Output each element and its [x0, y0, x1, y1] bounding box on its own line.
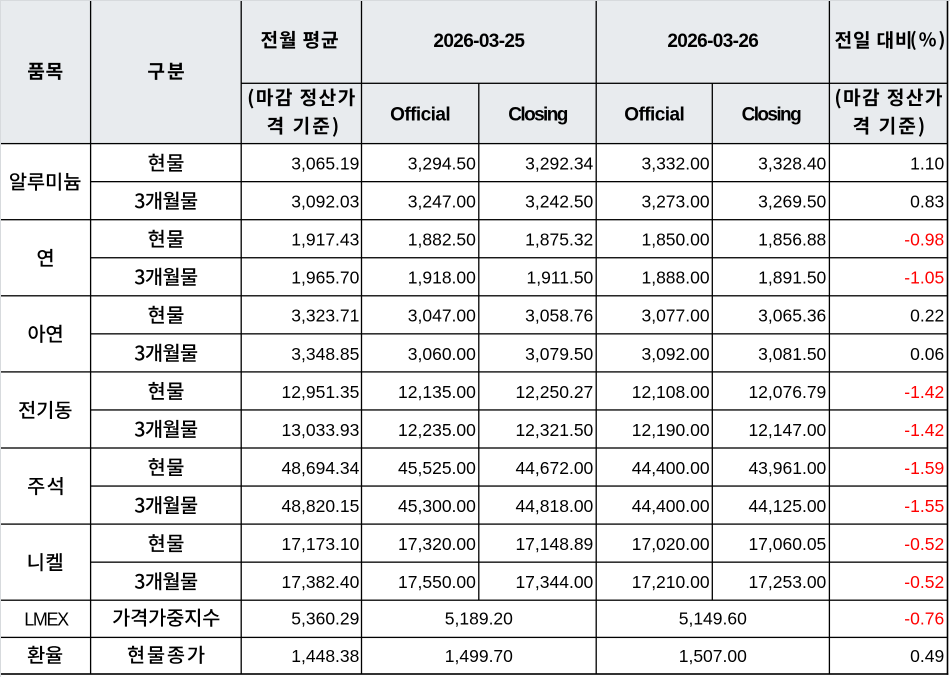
svg-text:12,190.00: 12,190.00 — [632, 420, 710, 440]
svg-text:Official: Official — [390, 104, 450, 125]
svg-text:2026-03-25: 2026-03-25 — [433, 31, 525, 52]
svg-text:44,672.00: 44,672.00 — [515, 458, 593, 478]
svg-text:1,918.00: 1,918.00 — [408, 268, 476, 288]
svg-text:2026-03-26: 2026-03-26 — [667, 31, 758, 52]
svg-text:3,294.50: 3,294.50 — [408, 154, 476, 174]
svg-text:3,269.50: 3,269.50 — [758, 192, 826, 212]
svg-text:12,108.00: 12,108.00 — [632, 382, 710, 402]
svg-text:44,818.00: 44,818.00 — [515, 496, 593, 516]
svg-text:3,065.19: 3,065.19 — [291, 154, 359, 174]
svg-text:12,235.00: 12,235.00 — [398, 420, 476, 440]
svg-text:45,525.00: 45,525.00 — [398, 458, 476, 478]
svg-text:45,300.00: 45,300.00 — [398, 496, 476, 516]
svg-text:12,951.35: 12,951.35 — [282, 382, 360, 402]
svg-text:17,382.40: 17,382.40 — [282, 572, 360, 592]
svg-text:-1.59: -1.59 — [904, 458, 944, 478]
svg-text:LMEX: LMEX — [24, 610, 69, 630]
svg-text:-1.42: -1.42 — [904, 382, 944, 402]
svg-text:1,911.50: 1,911.50 — [526, 268, 593, 288]
svg-text:3,092.03: 3,092.03 — [291, 192, 359, 212]
svg-text:3,060.00: 3,060.00 — [408, 344, 476, 364]
svg-text:3,247.00: 3,247.00 — [408, 192, 476, 212]
svg-text:0.83: 0.83 — [910, 192, 944, 212]
svg-text:3,348.85: 3,348.85 — [291, 344, 359, 364]
svg-text:1,856.88: 1,856.88 — [758, 230, 826, 250]
svg-text:17,148.89: 17,148.89 — [515, 534, 593, 554]
svg-text:17,550.00: 17,550.00 — [398, 572, 476, 592]
svg-text:3,292.34: 3,292.34 — [525, 154, 593, 174]
svg-text:5,360.29: 5,360.29 — [291, 609, 359, 629]
svg-text:1,888.00: 1,888.00 — [641, 268, 709, 288]
svg-text:48,820.15: 48,820.15 — [282, 496, 360, 516]
svg-text:17,173.10: 17,173.10 — [282, 534, 360, 554]
svg-text:3,332.00: 3,332.00 — [641, 154, 709, 174]
svg-text:1,965.70: 1,965.70 — [291, 268, 359, 288]
svg-text:17,320.00: 17,320.00 — [398, 534, 476, 554]
svg-text:12,135.00: 12,135.00 — [398, 382, 476, 402]
svg-text:17,344.00: 17,344.00 — [515, 572, 593, 592]
svg-text:1,507.00: 1,507.00 — [679, 646, 747, 666]
svg-text:-0.52: -0.52 — [904, 572, 944, 592]
svg-text:Closing: Closing — [742, 104, 801, 125]
svg-text:Official: Official — [624, 104, 684, 125]
svg-text:5,149.60: 5,149.60 — [679, 609, 747, 629]
svg-text:17,253.00: 17,253.00 — [748, 572, 826, 592]
svg-text:3,065.36: 3,065.36 — [758, 306, 826, 326]
svg-text:3,242.50: 3,242.50 — [525, 192, 593, 212]
svg-text:0.49: 0.49 — [910, 646, 944, 666]
svg-text:13,033.93: 13,033.93 — [282, 420, 360, 440]
svg-text:3,079.50: 3,079.50 — [525, 344, 593, 364]
svg-text:0.22: 0.22 — [910, 306, 944, 326]
svg-text:1,448.38: 1,448.38 — [291, 646, 359, 666]
svg-text:-1.05: -1.05 — [904, 268, 944, 288]
svg-text:48,694.34: 48,694.34 — [282, 458, 360, 478]
svg-text:Closing: Closing — [508, 104, 567, 125]
svg-text:-1.55: -1.55 — [904, 496, 944, 516]
svg-text:12,250.27: 12,250.27 — [515, 382, 593, 402]
svg-text:44,400.00: 44,400.00 — [632, 496, 710, 516]
svg-text:1,882.50: 1,882.50 — [408, 230, 476, 250]
svg-text:1,875.32: 1,875.32 — [525, 230, 593, 250]
svg-text:43,961.00: 43,961.00 — [748, 458, 826, 478]
svg-text:12,147.00: 12,147.00 — [748, 420, 826, 440]
svg-text:3,081.50: 3,081.50 — [758, 344, 826, 364]
svg-text:44,125.00: 44,125.00 — [748, 496, 826, 516]
svg-text:1.10: 1.10 — [910, 154, 944, 174]
svg-text:5,189.20: 5,189.20 — [445, 609, 513, 629]
svg-text:3,058.76: 3,058.76 — [525, 306, 593, 326]
svg-text:3,328.40: 3,328.40 — [758, 154, 826, 174]
svg-text:-0.76: -0.76 — [904, 609, 944, 629]
svg-text:12,076.79: 12,076.79 — [748, 382, 826, 402]
svg-text:-0.52: -0.52 — [904, 534, 944, 554]
svg-text:3,273.00: 3,273.00 — [641, 192, 709, 212]
svg-text:1,499.70: 1,499.70 — [445, 646, 513, 666]
svg-text:3,092.00: 3,092.00 — [641, 344, 709, 364]
svg-text:44,400.00: 44,400.00 — [632, 458, 710, 478]
svg-text:-0.98: -0.98 — [904, 230, 944, 250]
svg-text:1,891.50: 1,891.50 — [758, 268, 826, 288]
svg-text:3,047.00: 3,047.00 — [408, 306, 476, 326]
svg-text:-1.42: -1.42 — [904, 420, 944, 440]
svg-text:3,077.00: 3,077.00 — [641, 306, 709, 326]
svg-text:17,210.00: 17,210.00 — [632, 572, 710, 592]
svg-text:1,850.00: 1,850.00 — [641, 230, 709, 250]
svg-text:1,917.43: 1,917.43 — [291, 230, 359, 250]
svg-text:0.06: 0.06 — [910, 344, 944, 364]
svg-text:17,020.00: 17,020.00 — [632, 534, 710, 554]
svg-text:3,323.71: 3,323.71 — [291, 306, 359, 326]
svg-text:12,321.50: 12,321.50 — [515, 420, 593, 440]
svg-text:17,060.05: 17,060.05 — [748, 534, 826, 554]
